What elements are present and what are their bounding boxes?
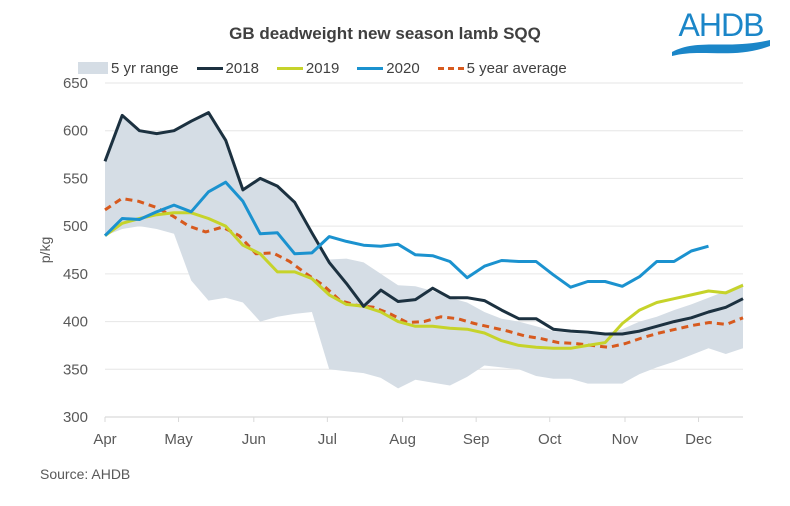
legend-item-2018: 2018 xyxy=(196,59,259,77)
x-tick-label: Nov xyxy=(612,431,639,448)
x-tick-label: Jul xyxy=(318,431,337,448)
legend-swatch-average xyxy=(437,66,464,70)
range-band-layer xyxy=(105,112,743,389)
x-tick-label: Oct xyxy=(538,431,562,448)
legend-label-average: 5 year average xyxy=(466,59,567,77)
ahdb-logo: AHDB xyxy=(672,7,770,56)
x-tick-label: Jun xyxy=(242,431,266,448)
y-tick-label: 600 xyxy=(63,123,88,140)
legend-swatch-range xyxy=(78,62,108,74)
y-tick-label: 350 xyxy=(63,361,88,378)
source-note: Source: AHDB xyxy=(40,466,131,482)
y-tick-label: 300 xyxy=(63,409,88,426)
y-tick-label: 500 xyxy=(63,218,88,235)
chart-title: GB deadweight new season lamb SQQ xyxy=(0,24,790,44)
series-2019-line xyxy=(104,211,744,350)
legend-label-2020: 2020 xyxy=(386,59,420,77)
legend-item-2019: 2019 xyxy=(276,59,340,77)
ahdb-logo-wave-icon xyxy=(672,40,770,56)
x-tick-label: Sep xyxy=(463,431,490,448)
x-tick-label: Dec xyxy=(685,431,712,448)
x-tick-label: Apr xyxy=(93,431,116,448)
legend-label-2018: 2018 xyxy=(225,59,259,77)
series-2018-line xyxy=(103,111,744,336)
range-band-area xyxy=(105,112,743,389)
y-tick-label: 650 xyxy=(63,75,88,92)
legend: 5 yr range 2018 2019 2020 5 year average xyxy=(78,58,585,78)
legend-swatch-2020 xyxy=(357,66,384,70)
y-tick-label: 450 xyxy=(63,266,88,283)
y-tick-label: 400 xyxy=(63,314,88,331)
legend-label-2019: 2019 xyxy=(305,59,340,77)
legend-item-2020: 2020 xyxy=(357,59,420,77)
legend-label-range: 5 yr range xyxy=(111,59,179,77)
y-axis: 300 350 400 450 500 550 600 650 xyxy=(63,75,88,426)
legend-swatch-2018 xyxy=(196,66,223,70)
series-layer xyxy=(103,111,744,350)
chart-title-text: GB deadweight new season lamb SQQ xyxy=(229,24,541,43)
x-tick-label: May xyxy=(164,431,193,448)
series-2020-line xyxy=(103,180,709,289)
ahdb-logo-text: AHDB xyxy=(679,7,764,43)
legend-swatch-2019 xyxy=(276,66,303,70)
legend-item-range: 5 yr range xyxy=(78,60,179,77)
series-5yr-average-line xyxy=(104,197,744,349)
y-tick-label: 550 xyxy=(63,170,88,187)
legend-item-average: 5 year average xyxy=(437,59,567,77)
y-axis-title: p/kg xyxy=(37,237,53,263)
x-tick-label: Aug xyxy=(389,431,416,448)
x-axis: Apr May Jun Jul Aug Sep Oct Nov Dec xyxy=(93,416,743,448)
